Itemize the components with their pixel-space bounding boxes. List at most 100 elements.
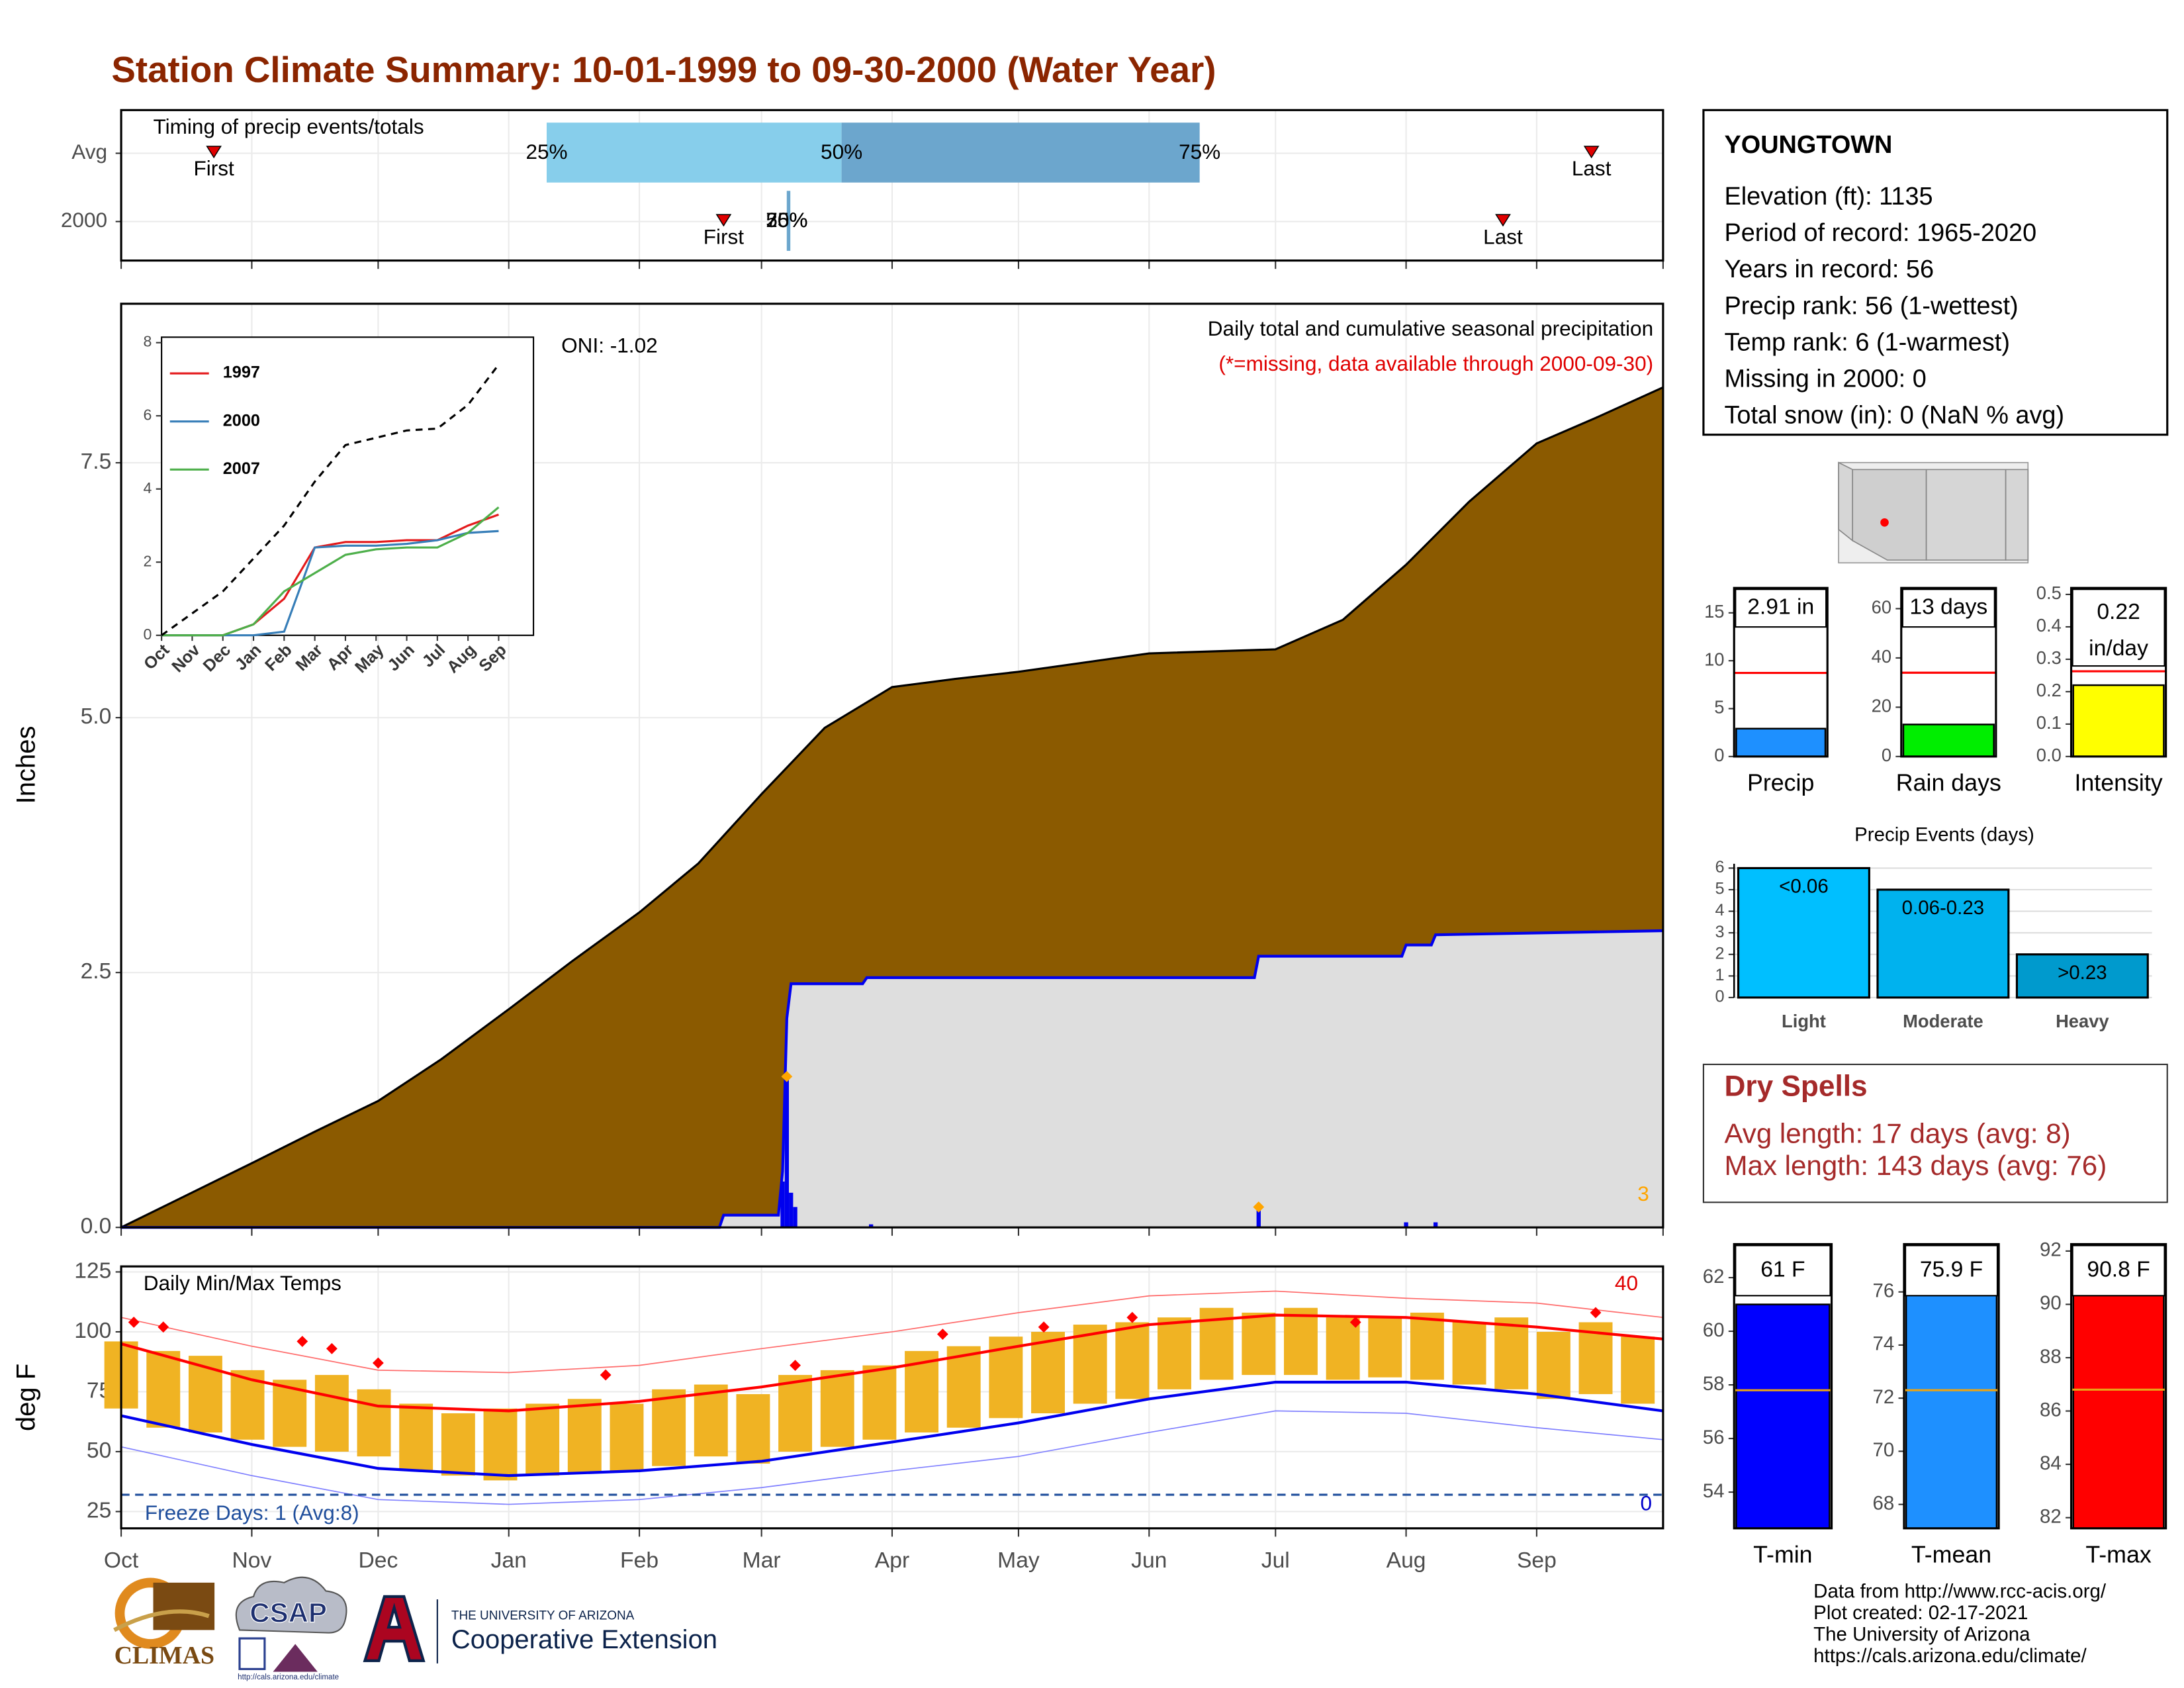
y-tick-label: 25 — [87, 1498, 111, 1523]
y-tick-label: 6 — [1715, 858, 1724, 876]
value-label-box — [1735, 1244, 1831, 1297]
legend-label: 1997 — [223, 363, 260, 382]
temp-bar — [357, 1389, 391, 1457]
map-state — [1925, 469, 2007, 561]
record-max-line — [120, 1290, 1663, 1374]
y-tick-label: 86 — [2040, 1399, 2062, 1421]
temp-bar — [1452, 1322, 1486, 1385]
page-title: Station Climate Summary: 10-01-1999 to 0… — [111, 49, 1216, 90]
y-tick-label: 0 — [1715, 988, 1724, 1006]
temp-bar — [652, 1389, 686, 1466]
temp-bar — [694, 1384, 728, 1457]
gauge-border — [1903, 1243, 2000, 1530]
y-tick-label: 54 — [1703, 1480, 1725, 1502]
y-tick-label: 2.5 — [81, 959, 112, 984]
temp-bar — [946, 1346, 981, 1428]
logo-shape — [363, 1595, 426, 1662]
y-tick-label: 62 — [1703, 1266, 1725, 1288]
record-high-marker — [936, 1329, 948, 1340]
credit-line: Data from http://www.rcc-acis.org/ — [1813, 1580, 2107, 1602]
temp-bar — [1115, 1322, 1150, 1399]
y-tick-label: 0.5 — [2036, 583, 2062, 603]
station-line: Period of record: 1965-2020 — [1724, 219, 2036, 247]
row-label: Avg — [71, 140, 107, 164]
location-map — [1838, 461, 2029, 564]
credit-line: https://cals.arizona.edu/climate/ — [1813, 1645, 2087, 1667]
temp-bar — [1031, 1331, 1065, 1414]
y-tick-label: 2 — [1715, 944, 1724, 962]
y-tick-label: 5 — [1715, 880, 1724, 898]
y-tick-label: 72 — [1872, 1386, 1894, 1408]
panel-subtitle: (*=missing, data available through 2000-… — [1218, 352, 1653, 375]
gauge-bar — [1735, 1303, 1831, 1530]
temp-bar — [1242, 1312, 1276, 1376]
panel-border — [120, 109, 1664, 262]
quartile-label: 75% — [1179, 140, 1220, 164]
y-tick-label: 40 — [1872, 646, 1891, 667]
gauge-bar — [1905, 1293, 1998, 1530]
panel-title: Daily Min/Max Temps — [144, 1271, 341, 1295]
y-tick-label: 56 — [1703, 1427, 1725, 1448]
daily-bar — [1256, 1207, 1261, 1228]
quartile-label: 25% — [766, 208, 807, 232]
y-tick-label: 100 — [74, 1319, 111, 1343]
logo-shape — [235, 1576, 347, 1634]
logo-shape — [238, 1637, 266, 1670]
cold-days-label: 0 — [1640, 1491, 1652, 1515]
x-tick-label: Oct — [104, 1548, 139, 1573]
temp-bar — [146, 1350, 181, 1428]
event-label: First — [193, 156, 234, 180]
current-area — [121, 931, 1663, 1228]
y-tick-label: 5.0 — [81, 704, 112, 729]
value-label-box — [2071, 1244, 2165, 1297]
station-line: Total snow (in): 0 (NaN % avg) — [1724, 402, 2064, 430]
inset-panel — [161, 336, 535, 636]
y-tick-label: 0.2 — [2036, 680, 2062, 700]
gauge-label: T-max — [2085, 1541, 2151, 1568]
gauge-border — [2070, 1243, 2167, 1530]
map-state — [1852, 469, 1927, 561]
y-tick-label: 76 — [1872, 1280, 1894, 1301]
temp-bar — [483, 1408, 518, 1481]
y-tick-label: 2 — [144, 552, 152, 569]
freeze-label: Freeze Days: 1 (Avg:8) — [145, 1501, 359, 1524]
x-tick-label: Dec — [358, 1548, 398, 1573]
row-label: 2000 — [61, 208, 107, 232]
temp-bar — [862, 1365, 897, 1440]
quartile-label: 75% — [766, 208, 807, 232]
event-label: Last — [1483, 224, 1523, 248]
panel-title: Daily total and cumulative seasonal prec… — [1208, 316, 1653, 340]
y-tick-label: 0 — [144, 626, 152, 643]
gauge-bar — [1902, 724, 1995, 758]
y-tick-label: 15 — [1704, 601, 1724, 622]
x-tick-label: Heavy — [2056, 1011, 2109, 1031]
y-tick-label: 5 — [1714, 697, 1724, 718]
daily-bar — [793, 1207, 797, 1228]
y-tick-label: 68 — [1872, 1492, 1894, 1514]
y-tick-label: 3 — [1715, 923, 1724, 941]
corner-label: 3 — [1637, 1182, 1649, 1205]
event-bar — [1737, 867, 1870, 999]
y-tick-label: 4 — [1715, 901, 1724, 919]
y-tick-label: 88 — [2040, 1346, 2062, 1368]
y-tick-label: 0 — [1882, 745, 1891, 765]
y-tick-label: 0 — [1714, 745, 1724, 765]
gauge-label: Intensity — [2074, 769, 2162, 796]
events-title: Precip Events (days) — [1854, 824, 2034, 846]
x-tick-label: Moderate — [1903, 1011, 1983, 1031]
value-label: 13 days — [1909, 595, 1987, 620]
legend-label: 2000 — [223, 411, 260, 430]
gauge-border — [2070, 586, 2167, 758]
gauge-bar — [2072, 1282, 2165, 1530]
annotation: ONI: -1.02 — [561, 333, 658, 357]
temp-bar — [610, 1403, 644, 1471]
temp-bar — [1283, 1307, 1318, 1376]
credit-line: The University of Arizona — [1813, 1624, 2030, 1646]
logo-text: Cooperative Extension — [451, 1625, 717, 1654]
y-tick-label: 4 — [144, 479, 152, 496]
y-tick-label: 58 — [1703, 1373, 1725, 1395]
quartile-label: 50% — [821, 140, 862, 164]
climas-logo: CLIMAS — [113, 1577, 214, 1669]
